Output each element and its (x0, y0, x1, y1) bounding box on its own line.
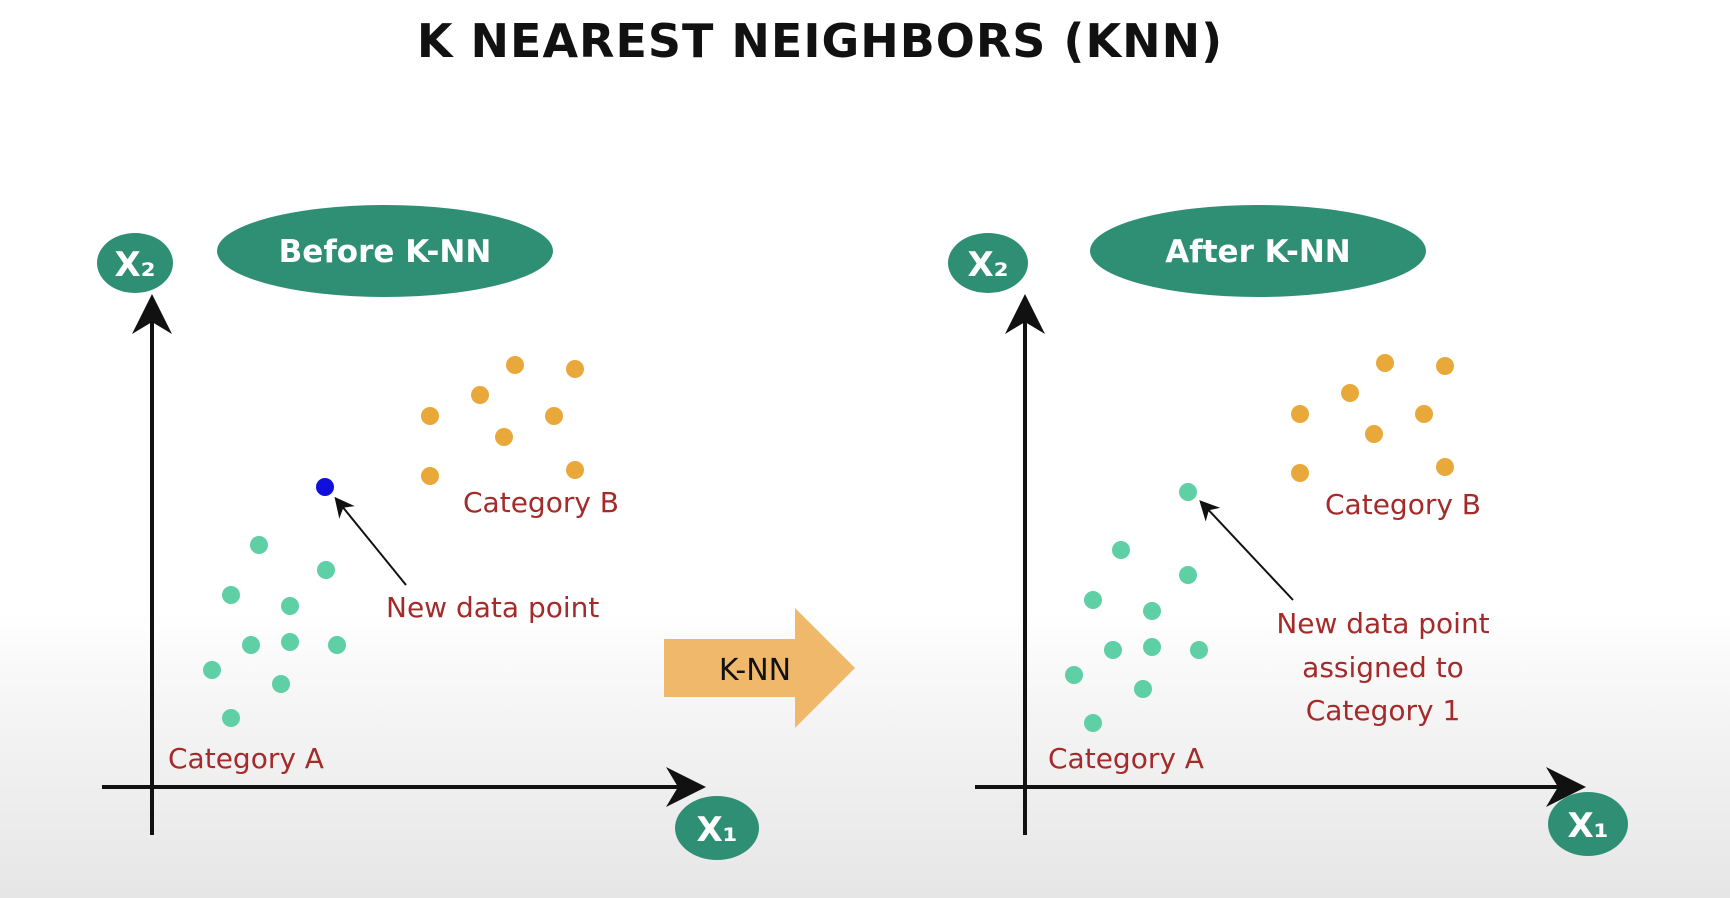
category-a-point (1065, 666, 1083, 684)
category-b-point (545, 407, 563, 425)
after-category-b-label: Category B (1325, 488, 1481, 521)
after-new-point-label-line-1: New data point (1276, 607, 1489, 640)
before-knn-pill: Before K-NN (217, 205, 553, 297)
category-a-point (1143, 638, 1161, 656)
category-a-point (222, 709, 240, 727)
category-a-point (203, 661, 221, 679)
category-a-point (1084, 591, 1102, 609)
category-a-point (328, 636, 346, 654)
category-b-point (1436, 357, 1454, 375)
after-new-point-label-line-2: assigned to (1302, 651, 1464, 684)
before-knn-pill-label: Before K-NN (279, 234, 492, 270)
after-new-data-point (1179, 483, 1197, 501)
category-b-point (1376, 354, 1394, 372)
after-category-a-points (1065, 541, 1208, 732)
category-b-point (495, 428, 513, 446)
category-a-point (272, 675, 290, 693)
after-x-axis-label: X₁ (1567, 806, 1608, 846)
before-y-axis-label: X₂ (114, 245, 155, 285)
after-panel: X₂ X₁ After K-NN Category B New data poi… (948, 205, 1628, 856)
before-y-axis-badge: X₂ (97, 233, 173, 293)
after-new-point-label-line-3: Category 1 (1306, 694, 1461, 727)
knn-transition-arrow: K-NN (664, 608, 855, 728)
before-category-b-label: Category B (463, 486, 619, 519)
category-a-point (281, 597, 299, 615)
after-x-axis-badge: X₁ (1548, 792, 1628, 856)
before-new-data-point (316, 478, 334, 496)
after-category-a-label: Category A (1048, 742, 1204, 775)
before-category-a-label: Category A (168, 742, 324, 775)
before-panel: X₂ X₁ Before K-NN Category B New data po… (97, 205, 759, 860)
category-b-point (1341, 384, 1359, 402)
category-a-point (1143, 602, 1161, 620)
after-new-point-label: New data point assigned to Category 1 (1276, 607, 1489, 727)
after-new-point-pointer (1199, 500, 1294, 601)
category-b-point (471, 386, 489, 404)
before-new-point-label: New data point (386, 591, 599, 624)
after-category-b-points (1291, 354, 1454, 482)
category-b-point (1436, 458, 1454, 476)
category-a-point (1190, 641, 1208, 659)
category-a-point (1179, 566, 1197, 584)
category-a-point (1134, 680, 1152, 698)
category-a-point (222, 586, 240, 604)
before-x-axis-label: X₁ (696, 810, 737, 850)
category-a-point (1104, 641, 1122, 659)
category-b-point (1365, 425, 1383, 443)
category-b-point (506, 356, 524, 374)
category-b-point (566, 360, 584, 378)
category-b-point (1291, 464, 1309, 482)
after-knn-pill: After K-NN (1090, 205, 1426, 297)
category-a-point (1084, 714, 1102, 732)
category-a-point (242, 636, 260, 654)
category-b-point (421, 407, 439, 425)
before-x-axis-badge: X₁ (675, 796, 759, 860)
page-title: K NEAREST NEIGHBORS (KNN) (416, 14, 1224, 68)
before-category-a-points (203, 536, 346, 727)
category-b-point (421, 467, 439, 485)
after-knn-pill-label: After K-NN (1165, 234, 1351, 270)
category-a-point (250, 536, 268, 554)
after-y-axis-label: X₂ (967, 245, 1008, 285)
category-b-point (1415, 405, 1433, 423)
category-b-point (1291, 405, 1309, 423)
knn-transition-label: K-NN (719, 653, 791, 688)
category-b-point (566, 461, 584, 479)
category-a-point (281, 633, 299, 651)
before-category-b-points (421, 356, 584, 485)
after-y-axis-badge: X₂ (948, 233, 1028, 293)
category-a-point (317, 561, 335, 579)
category-a-point (1112, 541, 1130, 559)
before-new-point-pointer (334, 496, 407, 586)
